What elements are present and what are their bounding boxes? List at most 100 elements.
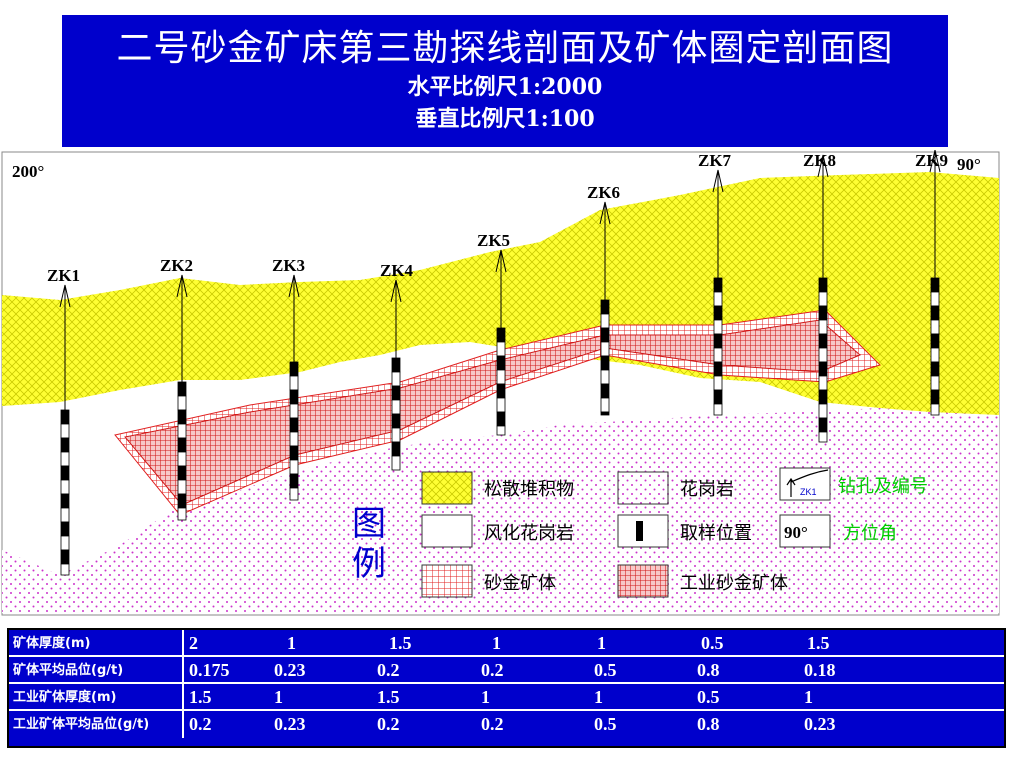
sample-segment bbox=[930, 333, 940, 349]
drillhole-1: ZK1 bbox=[47, 266, 80, 576]
industrial-gold-orebody bbox=[124, 319, 861, 506]
sample-segment bbox=[60, 549, 70, 565]
cross-section-diagram: ZK1 ZK2 ZK3 ZK4 ZK5 ZK6 ZK7 ZK8 ZK9 200° 90° 图 例… bbox=[1, 150, 1000, 616]
sample-segment bbox=[177, 395, 187, 411]
legend-label-granite: 花岗岩 bbox=[680, 479, 734, 500]
sample-segment bbox=[818, 291, 828, 307]
legend-swatch-granite bbox=[617, 471, 669, 505]
table-cell: 1 bbox=[481, 687, 490, 707]
table-cell: 0.2 bbox=[481, 660, 504, 680]
drillhole-8: ZK8 bbox=[803, 151, 836, 443]
table-cell: 1 bbox=[287, 633, 296, 653]
title-banner: 二号砂金矿床第三勘探线剖面及矿体圈定剖面图 水平比例尺1:2000 垂直比例尺1… bbox=[62, 15, 948, 147]
sample-segment bbox=[496, 341, 506, 357]
sample-segment bbox=[177, 451, 187, 467]
table-cell: 1 bbox=[804, 687, 813, 707]
table-row: 工业矿体厚度(m) 1.5 1 1.5 1 1 0.5 1 bbox=[9, 684, 1004, 711]
table-cell: 0.175 bbox=[189, 660, 230, 680]
legend-title-2: 例 bbox=[352, 544, 386, 584]
sample-segment bbox=[391, 427, 401, 443]
drillhole-arrow bbox=[712, 169, 724, 193]
sample-segment bbox=[600, 327, 610, 343]
sample-segment bbox=[930, 319, 940, 335]
sample-segment bbox=[391, 385, 401, 401]
legend-title-1: 图 bbox=[352, 504, 386, 544]
drillhole-2: ZK2 bbox=[160, 256, 193, 521]
drillhole-3: ZK3 bbox=[272, 256, 305, 501]
azimuth-right: 90° bbox=[957, 155, 981, 174]
sample-segment bbox=[713, 347, 723, 363]
sample-segment bbox=[496, 397, 506, 413]
legend-swatch-ore bbox=[421, 564, 473, 598]
drillhole-9: ZK9 bbox=[915, 150, 948, 416]
drillhole-label: ZK8 bbox=[803, 151, 836, 170]
sample-segment bbox=[289, 375, 299, 391]
sample-segment bbox=[289, 361, 299, 377]
drillhole-arrow bbox=[817, 154, 829, 178]
table-cell: 0.8 bbox=[697, 660, 720, 680]
table-cell: 1 bbox=[274, 687, 283, 707]
sample-segment bbox=[600, 355, 610, 371]
sample-segment bbox=[930, 375, 940, 391]
drillhole-arrow bbox=[599, 201, 611, 225]
sample-segment bbox=[713, 375, 723, 391]
vertical-scale: 垂直比例尺1:100 bbox=[415, 106, 595, 132]
sample-segment bbox=[600, 341, 610, 357]
azimuth-left: 200° bbox=[12, 162, 44, 181]
sample-segment bbox=[289, 389, 299, 405]
sample-segment bbox=[818, 277, 828, 293]
sample-segment bbox=[289, 403, 299, 419]
sample-segment bbox=[177, 465, 187, 481]
table-cell: 1 bbox=[492, 633, 501, 653]
table-row: 矿体厚度(m) 2 1 1.5 1 1 0.5 1.5 bbox=[9, 630, 1004, 657]
sample-segment bbox=[818, 361, 828, 377]
sample-segment bbox=[60, 563, 70, 576]
sample-segment bbox=[496, 327, 506, 343]
sample-segment bbox=[713, 361, 723, 377]
sample-segment bbox=[600, 313, 610, 329]
sample-segment bbox=[930, 277, 940, 293]
drillhole-label: ZK9 bbox=[915, 151, 948, 170]
legend-label-industrial: 工业砂金矿体 bbox=[680, 573, 788, 594]
sample-segment bbox=[713, 291, 723, 307]
table-cell: 0.2 bbox=[189, 714, 212, 734]
drillhole-arrow bbox=[288, 274, 300, 298]
sample-segment bbox=[60, 451, 70, 467]
drillhole-label: ZK4 bbox=[380, 261, 414, 280]
sample-segment bbox=[177, 437, 187, 453]
sample-segment bbox=[818, 417, 828, 433]
sample-segment bbox=[713, 277, 723, 293]
sample-segment bbox=[289, 473, 299, 489]
sample-segment bbox=[60, 493, 70, 509]
table-cell: 1.5 bbox=[389, 633, 412, 653]
table-cell: 0.2 bbox=[481, 714, 504, 734]
drillhole-arrow bbox=[176, 274, 188, 298]
sample-segment bbox=[391, 399, 401, 415]
drillhole-label: ZK7 bbox=[698, 151, 732, 170]
legend-label-azimuth: 方位角 bbox=[843, 523, 897, 544]
sample-segment bbox=[391, 441, 401, 457]
sample-segment bbox=[177, 493, 187, 509]
sample-segment bbox=[289, 431, 299, 447]
drillholes-group: ZK1 ZK2 ZK3 ZK4 ZK5 ZK6 ZK7 ZK8 ZK9 bbox=[47, 150, 948, 576]
sample-segment bbox=[60, 535, 70, 551]
table-cell: 0.5 bbox=[594, 714, 617, 734]
sample-segment bbox=[60, 423, 70, 439]
sample-segment bbox=[60, 465, 70, 481]
sample-segment bbox=[289, 459, 299, 475]
sample-segment bbox=[177, 409, 187, 425]
sample-segment bbox=[600, 369, 610, 385]
sample-segment bbox=[496, 411, 506, 427]
drillhole-6: ZK6 bbox=[587, 183, 620, 416]
drillhole-label: ZK6 bbox=[587, 183, 620, 202]
sample-segment bbox=[496, 369, 506, 385]
table-cell: 1 bbox=[594, 687, 603, 707]
sample-segment bbox=[818, 347, 828, 363]
table-cell: 0.2 bbox=[377, 660, 400, 680]
table-cell: 0.5 bbox=[594, 660, 617, 680]
legend-swatch-industrial bbox=[617, 564, 669, 598]
legend-swatch-deposit bbox=[421, 471, 473, 505]
sample-segment bbox=[600, 299, 610, 315]
sample-segment bbox=[930, 389, 940, 405]
sample-segment bbox=[600, 383, 610, 399]
